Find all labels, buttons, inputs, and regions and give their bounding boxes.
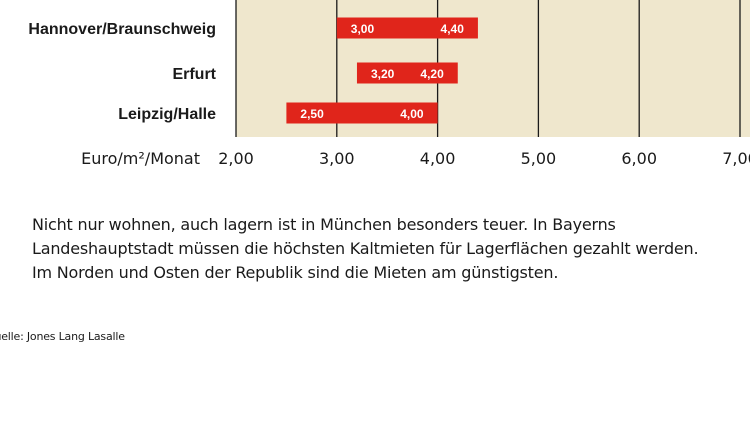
bar-max-label: 4,00 [400,107,424,121]
x-axis-label: Euro/m²/Monat [81,149,200,168]
bar-min-label: 2,50 [300,107,324,121]
range-bar [336,17,478,39]
bar-max-label: 4,40 [441,22,465,36]
range-bar [356,62,458,84]
category-labels: Hannover/Braunschweig Erfurt Leipzig/Halle [28,21,216,123]
bar-max-label: 4,20 [420,67,444,81]
x-tick-label: 3,00 [319,149,355,168]
bar-min-label: 3,00 [351,22,375,36]
x-tick-label: 7,00 [722,149,750,168]
category-label: Hannover/Braunschweig [28,21,216,38]
range-bar-chart: 3,00 4,40 3,20 4,20 2,50 4,00 Hannover/Brauns… [28,0,750,168]
x-tick-label: 5,00 [521,149,557,168]
x-tick-label: 6,00 [621,149,657,168]
category-label: Leipzig/Halle [118,106,216,123]
source-note: Quelle: Jones Lang Lasalle [0,330,125,343]
range-bar [286,102,438,124]
bar-min-label: 3,20 [371,67,395,81]
chart-caption: Nicht nur wohnen, auch lagern ist in Mün… [32,215,699,282]
category-label: Erfurt [172,66,216,83]
x-tick-label: 4,00 [420,149,456,168]
x-tick-labels: 2,00 3,00 4,00 5,00 6,00 7,00 [218,149,750,168]
x-tick-label: 2,00 [218,149,254,168]
range-bars: 3,00 4,40 3,20 4,20 2,50 4,00 [286,17,478,124]
